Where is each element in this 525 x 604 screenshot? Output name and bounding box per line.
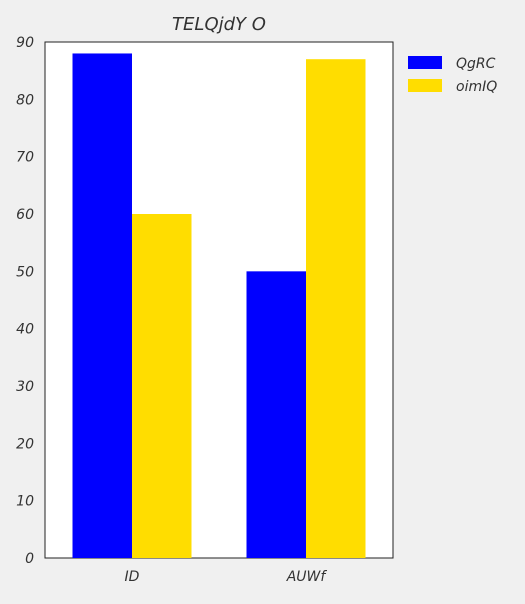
chart-title: TELQjdY O bbox=[172, 14, 266, 35]
y-tick-label-20: 20 bbox=[16, 436, 34, 452]
x-axis: ID AUWf bbox=[125, 569, 328, 585]
x-tick-label-AUWf: AUWf bbox=[286, 569, 328, 585]
legend-label-QgRC: QgRC bbox=[456, 56, 496, 72]
bars-layer bbox=[72, 53, 366, 558]
bar-QgRC-AUWf bbox=[246, 271, 306, 558]
legend-swatch-oimIQ bbox=[408, 79, 442, 92]
y-tick-label-80: 80 bbox=[16, 92, 34, 108]
y-tick-label-30: 30 bbox=[16, 379, 34, 395]
y-tick-label-50: 50 bbox=[16, 264, 34, 280]
y-tick-label-60: 60 bbox=[16, 207, 34, 223]
legend: QgRC oimIQ bbox=[408, 56, 497, 95]
x-tick-label-ID: ID bbox=[125, 569, 140, 585]
y-tick-label-0: 0 bbox=[25, 551, 34, 567]
bar-QgRC-ID bbox=[72, 53, 132, 558]
y-tick-label-10: 10 bbox=[16, 494, 34, 510]
bar-oimIQ-ID bbox=[132, 214, 192, 558]
y-tick-label-70: 70 bbox=[16, 150, 34, 166]
bar-oimIQ-AUWf bbox=[306, 59, 366, 558]
y-tick-label-90: 90 bbox=[16, 35, 34, 51]
legend-swatch-QgRC bbox=[408, 56, 442, 69]
y-axis: 0 10 20 30 40 50 60 70 80 90 bbox=[16, 35, 34, 567]
legend-label-oimIQ: oimIQ bbox=[456, 79, 497, 95]
y-tick-label-40: 40 bbox=[16, 322, 34, 338]
